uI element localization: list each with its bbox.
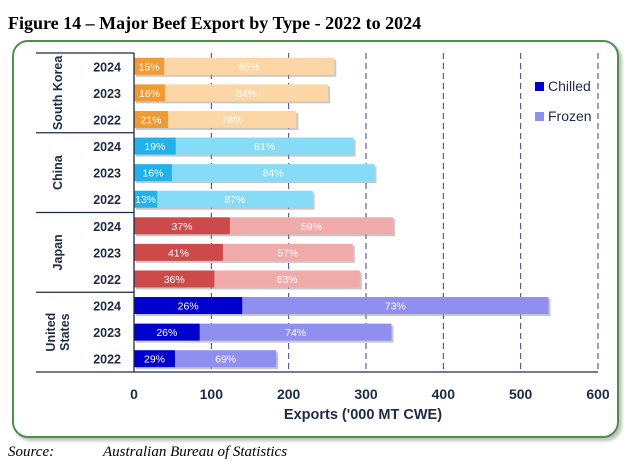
year-label-china-2022: 2022 [93, 193, 121, 207]
bar-frozen-japan-2023 [222, 243, 353, 261]
bar-frozen-south-korea-2024 [164, 57, 335, 75]
bar-chilled-japan-2023 [134, 243, 223, 261]
x-tick-label-200: 200 [277, 386, 301, 402]
data-label-chilled: 13% [135, 194, 156, 206]
x-tick-label-300: 300 [354, 386, 378, 402]
bar-chilled-south-korea-2023 [134, 84, 165, 102]
data-label-chilled: 29% [144, 354, 165, 366]
bar-chilled-united-states-2023 [134, 323, 200, 341]
data-label-frozen: 84% [236, 88, 257, 100]
legend-swatch-frozen [535, 112, 544, 121]
bar-chilled-united-states-2022 [134, 350, 175, 368]
data-label-frozen: 74% [285, 327, 306, 339]
data-label-frozen: 63% [277, 274, 298, 286]
x-tick-label-0: 0 [130, 386, 138, 402]
bar-frozen-japan-2024 [229, 217, 394, 235]
bar-frozen-south-korea-2022 [168, 110, 297, 128]
bar-frozen-china-2024 [175, 137, 354, 155]
year-label-china-2023: 2023 [93, 167, 121, 181]
data-label-frozen: 69% [215, 354, 236, 366]
group-label-south-korea: South Korea [51, 55, 65, 130]
legend-label-chilled: Chilled [548, 78, 591, 94]
x-tick-label-400: 400 [432, 386, 456, 402]
data-label-chilled: 37% [171, 221, 192, 233]
year-label-united-states-2024: 2024 [93, 300, 121, 314]
data-label-frozen: 84% [263, 168, 284, 180]
data-label-chilled: 36% [164, 274, 185, 286]
bar-chilled-south-korea-2022 [134, 110, 169, 128]
x-tick-label-100: 100 [200, 386, 224, 402]
year-label-south-korea-2022: 2022 [93, 113, 121, 127]
bar-frozen-united-states-2022 [174, 350, 277, 368]
figure-title: Figure 14 – Major Beef Export by Type - … [8, 13, 422, 33]
x-tick-label-600: 600 [586, 386, 610, 402]
year-label-united-states-2022: 2022 [93, 353, 121, 367]
year-label-japan-2024: 2024 [93, 220, 121, 234]
x-axis-label: Exports ('000 MT CWE) [284, 407, 442, 423]
data-label-frozen: 57% [277, 247, 298, 259]
group-label-japan: Japan [51, 234, 65, 270]
bar-frozen-united-states-2024 [242, 297, 549, 315]
bar-chilled-south-korea-2024 [134, 57, 165, 75]
data-label-chilled: 16% [139, 88, 160, 100]
data-label-chilled: 41% [168, 247, 189, 259]
data-label-chilled: 16% [142, 168, 163, 180]
group-label-china: China [51, 154, 65, 190]
bar-chilled-china-2022 [134, 190, 158, 208]
bar-frozen-china-2023 [171, 164, 375, 182]
year-label-united-states-2023: 2023 [93, 326, 121, 340]
legend-label-frozen: Frozen [548, 108, 592, 124]
year-label-japan-2022: 2022 [93, 273, 121, 287]
bar-frozen-japan-2022 [214, 270, 360, 288]
data-label-chilled: 26% [156, 327, 177, 339]
year-label-japan-2023: 2023 [93, 246, 121, 260]
data-label-frozen: 87% [224, 194, 245, 206]
year-label-china-2024: 2024 [93, 140, 121, 154]
bar-frozen-china-2022 [157, 190, 313, 208]
x-tick-label-500: 500 [509, 386, 533, 402]
group-label-united-states: UnitedStates [44, 313, 72, 352]
data-label-chilled: 19% [144, 141, 165, 153]
data-label-chilled: 15% [139, 61, 160, 73]
data-label-frozen: 78% [222, 114, 243, 126]
source-label: Source: [8, 444, 55, 460]
bar-chilled-japan-2024 [134, 217, 230, 235]
bar-chilled-china-2023 [134, 164, 172, 182]
year-label-south-korea-2023: 2023 [93, 87, 121, 101]
data-label-chilled: 26% [178, 301, 199, 313]
bar-chilled-japan-2022 [134, 270, 215, 288]
data-label-chilled: 21% [141, 114, 162, 126]
legend-swatch-chilled [535, 82, 544, 91]
bar-chilled-china-2024 [134, 137, 176, 155]
bar-frozen-south-korea-2023 [164, 84, 329, 102]
data-label-frozen: 73% [385, 301, 406, 313]
year-label-south-korea-2024: 2024 [93, 60, 121, 74]
data-label-frozen: 85% [239, 61, 260, 73]
bar-frozen-united-states-2023 [199, 323, 392, 341]
data-label-frozen: 81% [254, 141, 275, 153]
bar-chilled-united-states-2024 [134, 297, 243, 315]
source-text: Australian Bureau of Statistics [103, 444, 288, 460]
data-label-frozen: 59% [301, 221, 322, 233]
